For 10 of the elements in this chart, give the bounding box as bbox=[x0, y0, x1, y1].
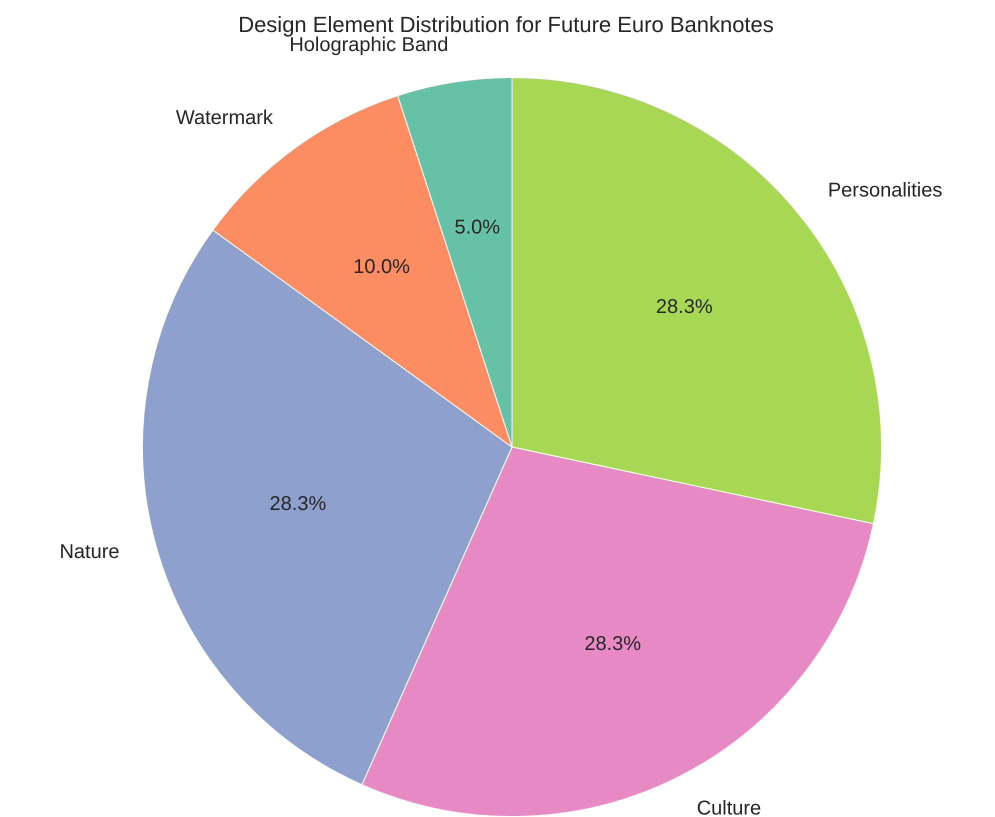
slice-label: Nature bbox=[59, 541, 120, 564]
data-label: 28.3% bbox=[656, 296, 713, 318]
data-label: 28.3% bbox=[584, 633, 642, 656]
data-label: 28.3% bbox=[270, 493, 326, 516]
slice-label: Personalities bbox=[828, 180, 942, 202]
data-label: 10.0% bbox=[353, 256, 410, 278]
chart-title: Design Element Distribution for Future Euro Banknotes bbox=[237, 12, 775, 37]
slice-label: Watermark bbox=[176, 106, 274, 129]
data-label: 5.0% bbox=[454, 216, 500, 239]
slice-label: Culture bbox=[696, 798, 762, 817]
